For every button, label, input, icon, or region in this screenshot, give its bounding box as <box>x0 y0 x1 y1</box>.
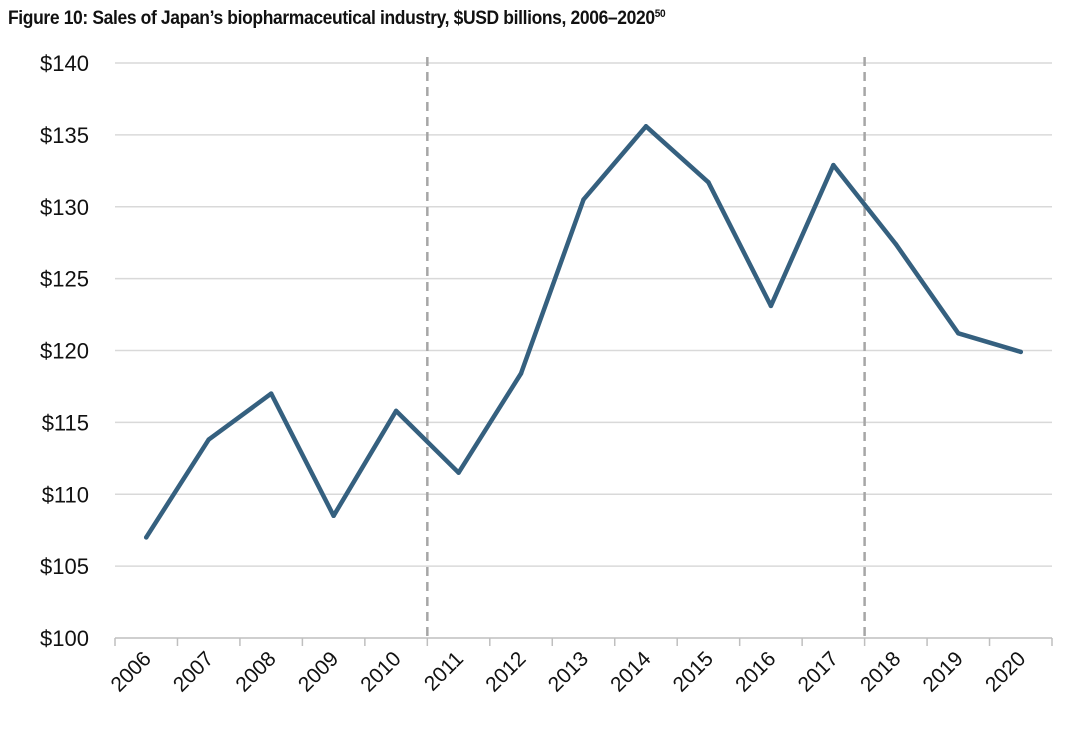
y-tick-label: $100 <box>40 626 89 651</box>
y-tick-label: $125 <box>40 267 89 292</box>
y-tick-label: $135 <box>40 123 89 148</box>
title-footnote: 50 <box>654 8 666 20</box>
data-point-2018 <box>893 241 899 247</box>
y-tick-label: $105 <box>40 554 89 579</box>
data-point-2007 <box>206 437 211 442</box>
x-tick-label: 2017 <box>794 647 843 696</box>
data-point-2019 <box>956 331 961 336</box>
y-tick-label: $130 <box>40 195 89 220</box>
x-tick-label: 2009 <box>294 647 343 696</box>
data-point-2011 <box>456 470 461 475</box>
x-tick-label: 2008 <box>231 647 280 696</box>
y-tick-labels: $100 $105 $110 $115 $120 $125 $130 $135 $140 <box>40 51 89 651</box>
data-point-2008 <box>268 391 274 396</box>
data-point-2015 <box>706 180 711 185</box>
x-tick-labels: 2006 2007 2008 2009 2010 2011 2012 2013 2014 2015… <box>106 647 1030 697</box>
data-point-2017 <box>831 162 836 168</box>
chart-title-text: Figure 10: Sales of Japan’s biopharmaceu… <box>8 8 655 29</box>
data-point-2009 <box>331 513 336 519</box>
data-point-2013 <box>581 197 586 202</box>
y-tick-label: $140 <box>40 51 89 76</box>
data-point-2012 <box>518 371 524 376</box>
x-tick-label: 2010 <box>356 647 405 696</box>
data-point-2016 <box>768 303 774 309</box>
x-tick-label: 2020 <box>981 647 1030 696</box>
y-tick-label: $110 <box>42 482 89 507</box>
data-point-2010 <box>393 408 399 414</box>
y-tick-label: $120 <box>40 339 89 364</box>
chart-title: Figure 10: Sales of Japan’s biopharmaceu… <box>8 8 666 30</box>
data-point-2006 <box>144 535 149 540</box>
x-tick-label: 2011 <box>420 647 468 695</box>
x-tick-label: 2016 <box>731 647 780 696</box>
x-tick-label: 2013 <box>544 647 593 696</box>
x-tick-label: 2015 <box>669 647 718 696</box>
x-tick-label: 2012 <box>481 647 530 696</box>
x-tick-label: 2006 <box>106 647 155 696</box>
x-tick-label: 2018 <box>856 647 905 696</box>
data-point-2014 <box>643 124 649 129</box>
series-line <box>143 124 1024 540</box>
x-tick-label: 2014 <box>606 647 656 697</box>
x-tick-label: 2007 <box>169 647 218 696</box>
series-group <box>143 124 1024 540</box>
y-tick-label: $115 <box>42 410 89 435</box>
reference-lines <box>426 57 866 638</box>
x-axis <box>114 637 1053 646</box>
gridlines <box>115 62 1052 567</box>
x-tick-label: 2019 <box>919 647 968 696</box>
data-point-2020 <box>1018 349 1023 355</box>
